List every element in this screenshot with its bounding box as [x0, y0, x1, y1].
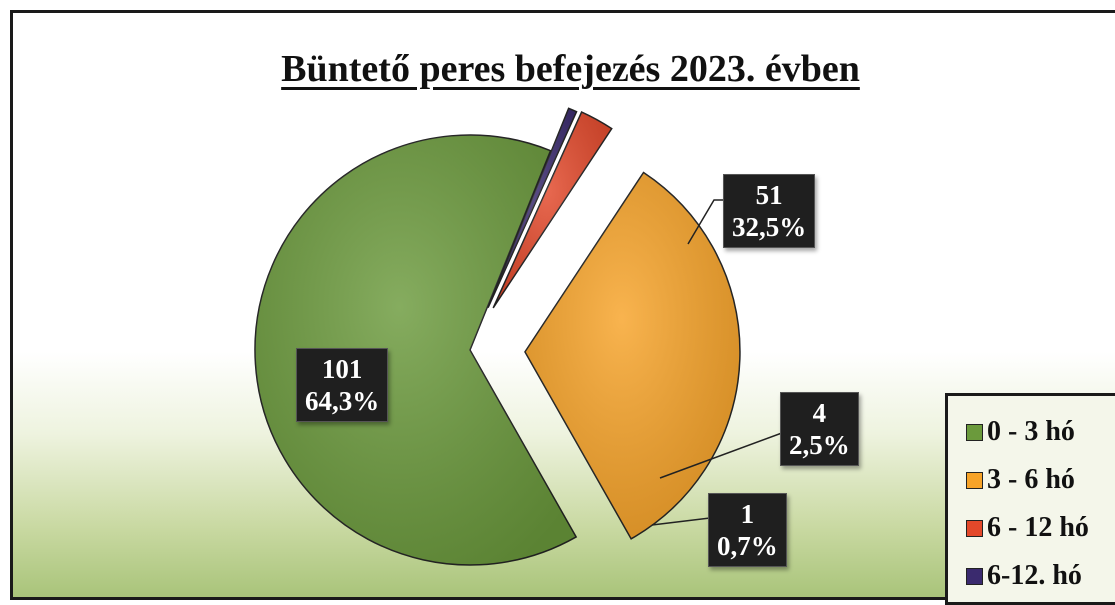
slice-label-6-12-ho-alt: 1 0,7% [708, 493, 787, 567]
slice-percent: 64,3% [305, 386, 380, 416]
legend-swatch [966, 423, 983, 441]
legend-swatch [966, 471, 983, 489]
legend: 0 - 3 hó 3 - 6 hó 6 - 12 hó 6-12. hó [945, 393, 1115, 605]
slice-value: 51 [755, 180, 783, 210]
legend-label: 6 - 12 hó [987, 512, 1089, 543]
legend-item: 0 - 3 hó [966, 416, 1075, 448]
leader-line [687, 199, 725, 245]
slice-label-6-12-ho: 4 2,5% [780, 392, 859, 466]
slice-percent: 2,5% [789, 430, 850, 460]
slice-3-6-ho-shading [524, 172, 740, 539]
slice-6-12-ho-shading [493, 112, 612, 308]
slice-value: 4 [812, 398, 827, 428]
leader-line [659, 429, 791, 479]
legend-item: 6-12. hó [966, 560, 1082, 592]
legend-label: 3 - 6 hó [987, 464, 1075, 495]
slice-6-12-ho-alt-shading [488, 108, 577, 308]
slice-percent: 0,7% [717, 531, 778, 561]
legend-label: 0 - 3 hó [987, 416, 1075, 447]
legend-item: 6 - 12 hó [966, 512, 1089, 544]
legend-swatch [966, 567, 983, 585]
chart-title: Büntető peres befejezés 2023. évben [281, 48, 860, 90]
legend-label: 6-12. hó [987, 560, 1082, 591]
slice-percent: 32,5% [732, 212, 807, 242]
slice-value: 101 [321, 354, 363, 384]
slice-0-3-ho-shading [255, 135, 577, 566]
legend-item: 3 - 6 hó [966, 464, 1075, 496]
slice-label-0-3-ho: 101 64,3% [296, 348, 389, 422]
leader-line [651, 517, 711, 526]
slice-value: 1 [740, 499, 755, 529]
legend-swatch [966, 519, 983, 537]
slice-label-3-6-ho: 51 32,5% [723, 174, 816, 248]
